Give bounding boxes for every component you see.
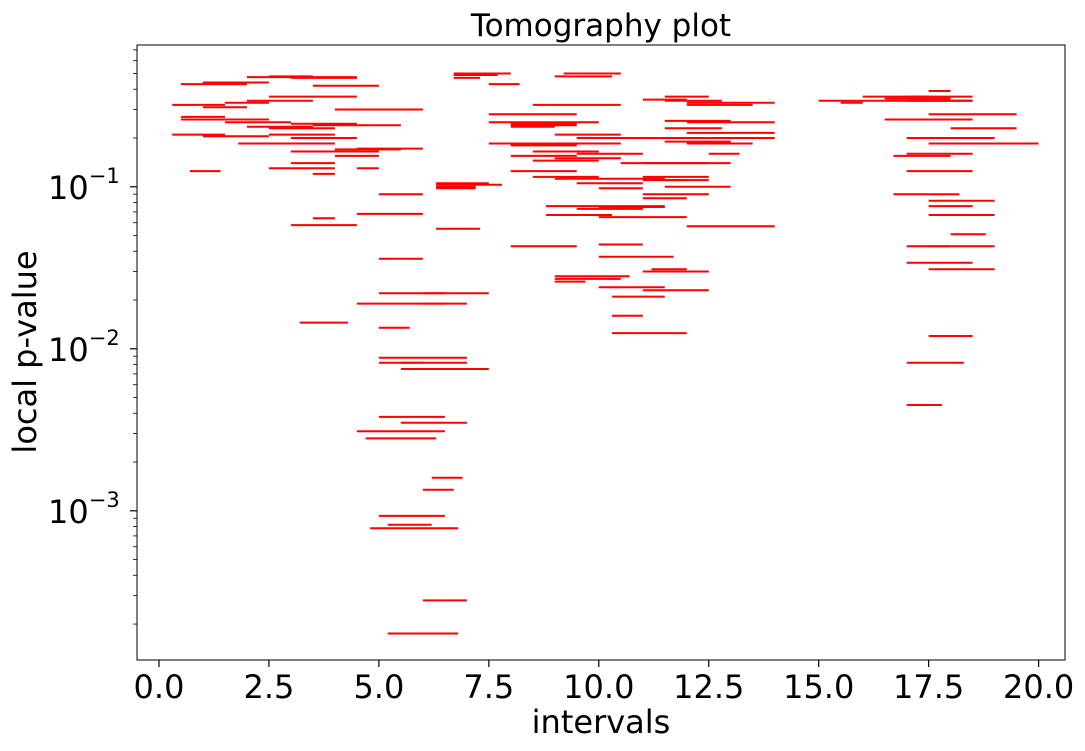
x-tick-label: 2.5 [243,668,294,706]
y-tick-label: 10−1 [48,164,120,207]
x-axis-ticks: 0.0 2.5 5.0 7.5 10.0 12.5 15.0 17.5 20.0 [134,660,1074,706]
y-tick-label: 10−2 [48,326,120,369]
x-tick-label: 15.0 [783,668,854,706]
y-axis-label: local p-value [6,250,44,453]
x-tick-label: 5.0 [353,668,404,706]
chart-title: Tomography plot [470,8,731,44]
x-tick-label: 17.5 [893,668,964,706]
x-axis-label: intervals [532,703,671,741]
y-axis-ticks: 10−3 10−2 10−1 [48,49,137,625]
x-tick-label: 20.0 [1003,668,1074,706]
y-tick-label: 10−3 [48,488,120,531]
x-tick-label: 10.0 [563,668,634,706]
x-tick-label: 12.5 [673,668,744,706]
x-tick-label: 7.5 [463,668,514,706]
plot-frame [136,44,1066,661]
x-tick-label: 0.0 [134,668,185,706]
interval-segments [172,72,1039,635]
